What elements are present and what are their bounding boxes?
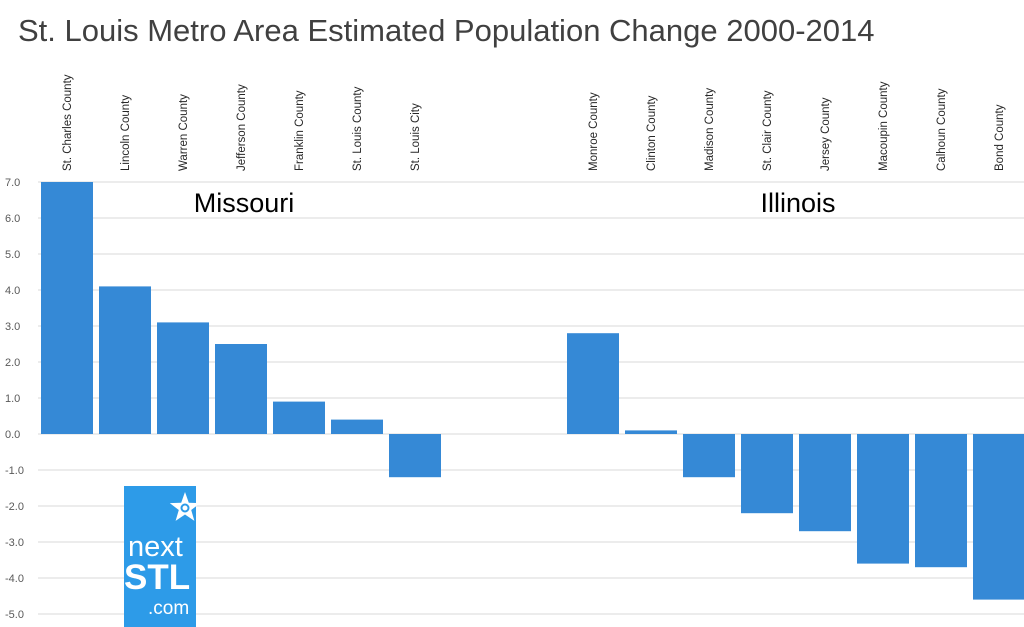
- bar: [973, 434, 1024, 600]
- category-labels: St. Charles County Lincoln County Warren C…: [62, 74, 1006, 171]
- logo-text-stl: STL: [124, 558, 190, 597]
- chart-title: St. Louis Metro Area Estimated Populatio…: [18, 13, 875, 48]
- y-tick-label: 4.0: [5, 285, 20, 297]
- y-tick-label: 0.0: [5, 429, 20, 441]
- y-tick-label: 6.0: [5, 213, 20, 225]
- bar: [99, 286, 151, 434]
- y-tick-label: 3.0: [5, 321, 20, 333]
- bar: [215, 344, 267, 434]
- category-label: Calhoun County: [936, 88, 948, 171]
- y-tick-label: 7.0: [5, 177, 20, 189]
- group-labels: Missouri Illinois: [194, 188, 836, 218]
- y-tick-label: -3.0: [5, 537, 24, 549]
- y-tick-label: -2.0: [5, 501, 24, 513]
- category-label: Lincoln County: [120, 95, 132, 171]
- nextstl-logo: next STL .com: [124, 486, 201, 627]
- bar: [157, 322, 209, 434]
- y-axis-tick-labels: 7.0 6.0 5.0 4.0 3.0 2.0 1.0 0.0 -1.0 -2.0 -3.0 -4.0…: [5, 177, 24, 621]
- category-label: St. Louis City: [410, 103, 422, 171]
- category-label: Warren County: [178, 94, 190, 171]
- bar: [741, 434, 793, 514]
- y-tick-label: -4.0: [5, 573, 24, 585]
- y-tick-label: 2.0: [5, 357, 20, 369]
- bar: [567, 333, 619, 434]
- category-label: Jersey County: [820, 97, 832, 171]
- logo-text-com: .com: [148, 598, 189, 619]
- bar: [273, 401, 325, 434]
- bar: [625, 430, 677, 434]
- category-label: Madison County: [704, 88, 716, 171]
- bar: [799, 434, 851, 532]
- bar: [389, 434, 441, 478]
- category-label: Macoupin County: [878, 81, 890, 171]
- category-label: Franklin County: [294, 90, 306, 171]
- category-label: Bond County: [994, 104, 1006, 171]
- category-label: Jefferson County: [236, 84, 248, 171]
- bar: [915, 434, 967, 568]
- bar: [331, 419, 383, 434]
- category-label: St. Louis County: [352, 86, 364, 171]
- bars: [41, 182, 1024, 600]
- logo-text-next: next: [128, 531, 183, 563]
- group-label: Missouri: [194, 188, 295, 218]
- category-label: St. Charles County: [62, 74, 74, 171]
- bar: [683, 434, 735, 478]
- y-tick-label: -5.0: [5, 609, 24, 621]
- group-label: Illinois: [760, 188, 835, 218]
- category-label: St. Clair County: [762, 90, 774, 171]
- bar: [857, 434, 909, 564]
- star-icon: [169, 492, 201, 521]
- category-label: Clinton County: [646, 95, 658, 171]
- y-tick-label: 5.0: [5, 249, 20, 261]
- y-tick-label: 1.0: [5, 393, 20, 405]
- category-label: Monroe County: [588, 92, 600, 171]
- y-tick-label: -1.0: [5, 465, 24, 477]
- bar: [41, 182, 93, 434]
